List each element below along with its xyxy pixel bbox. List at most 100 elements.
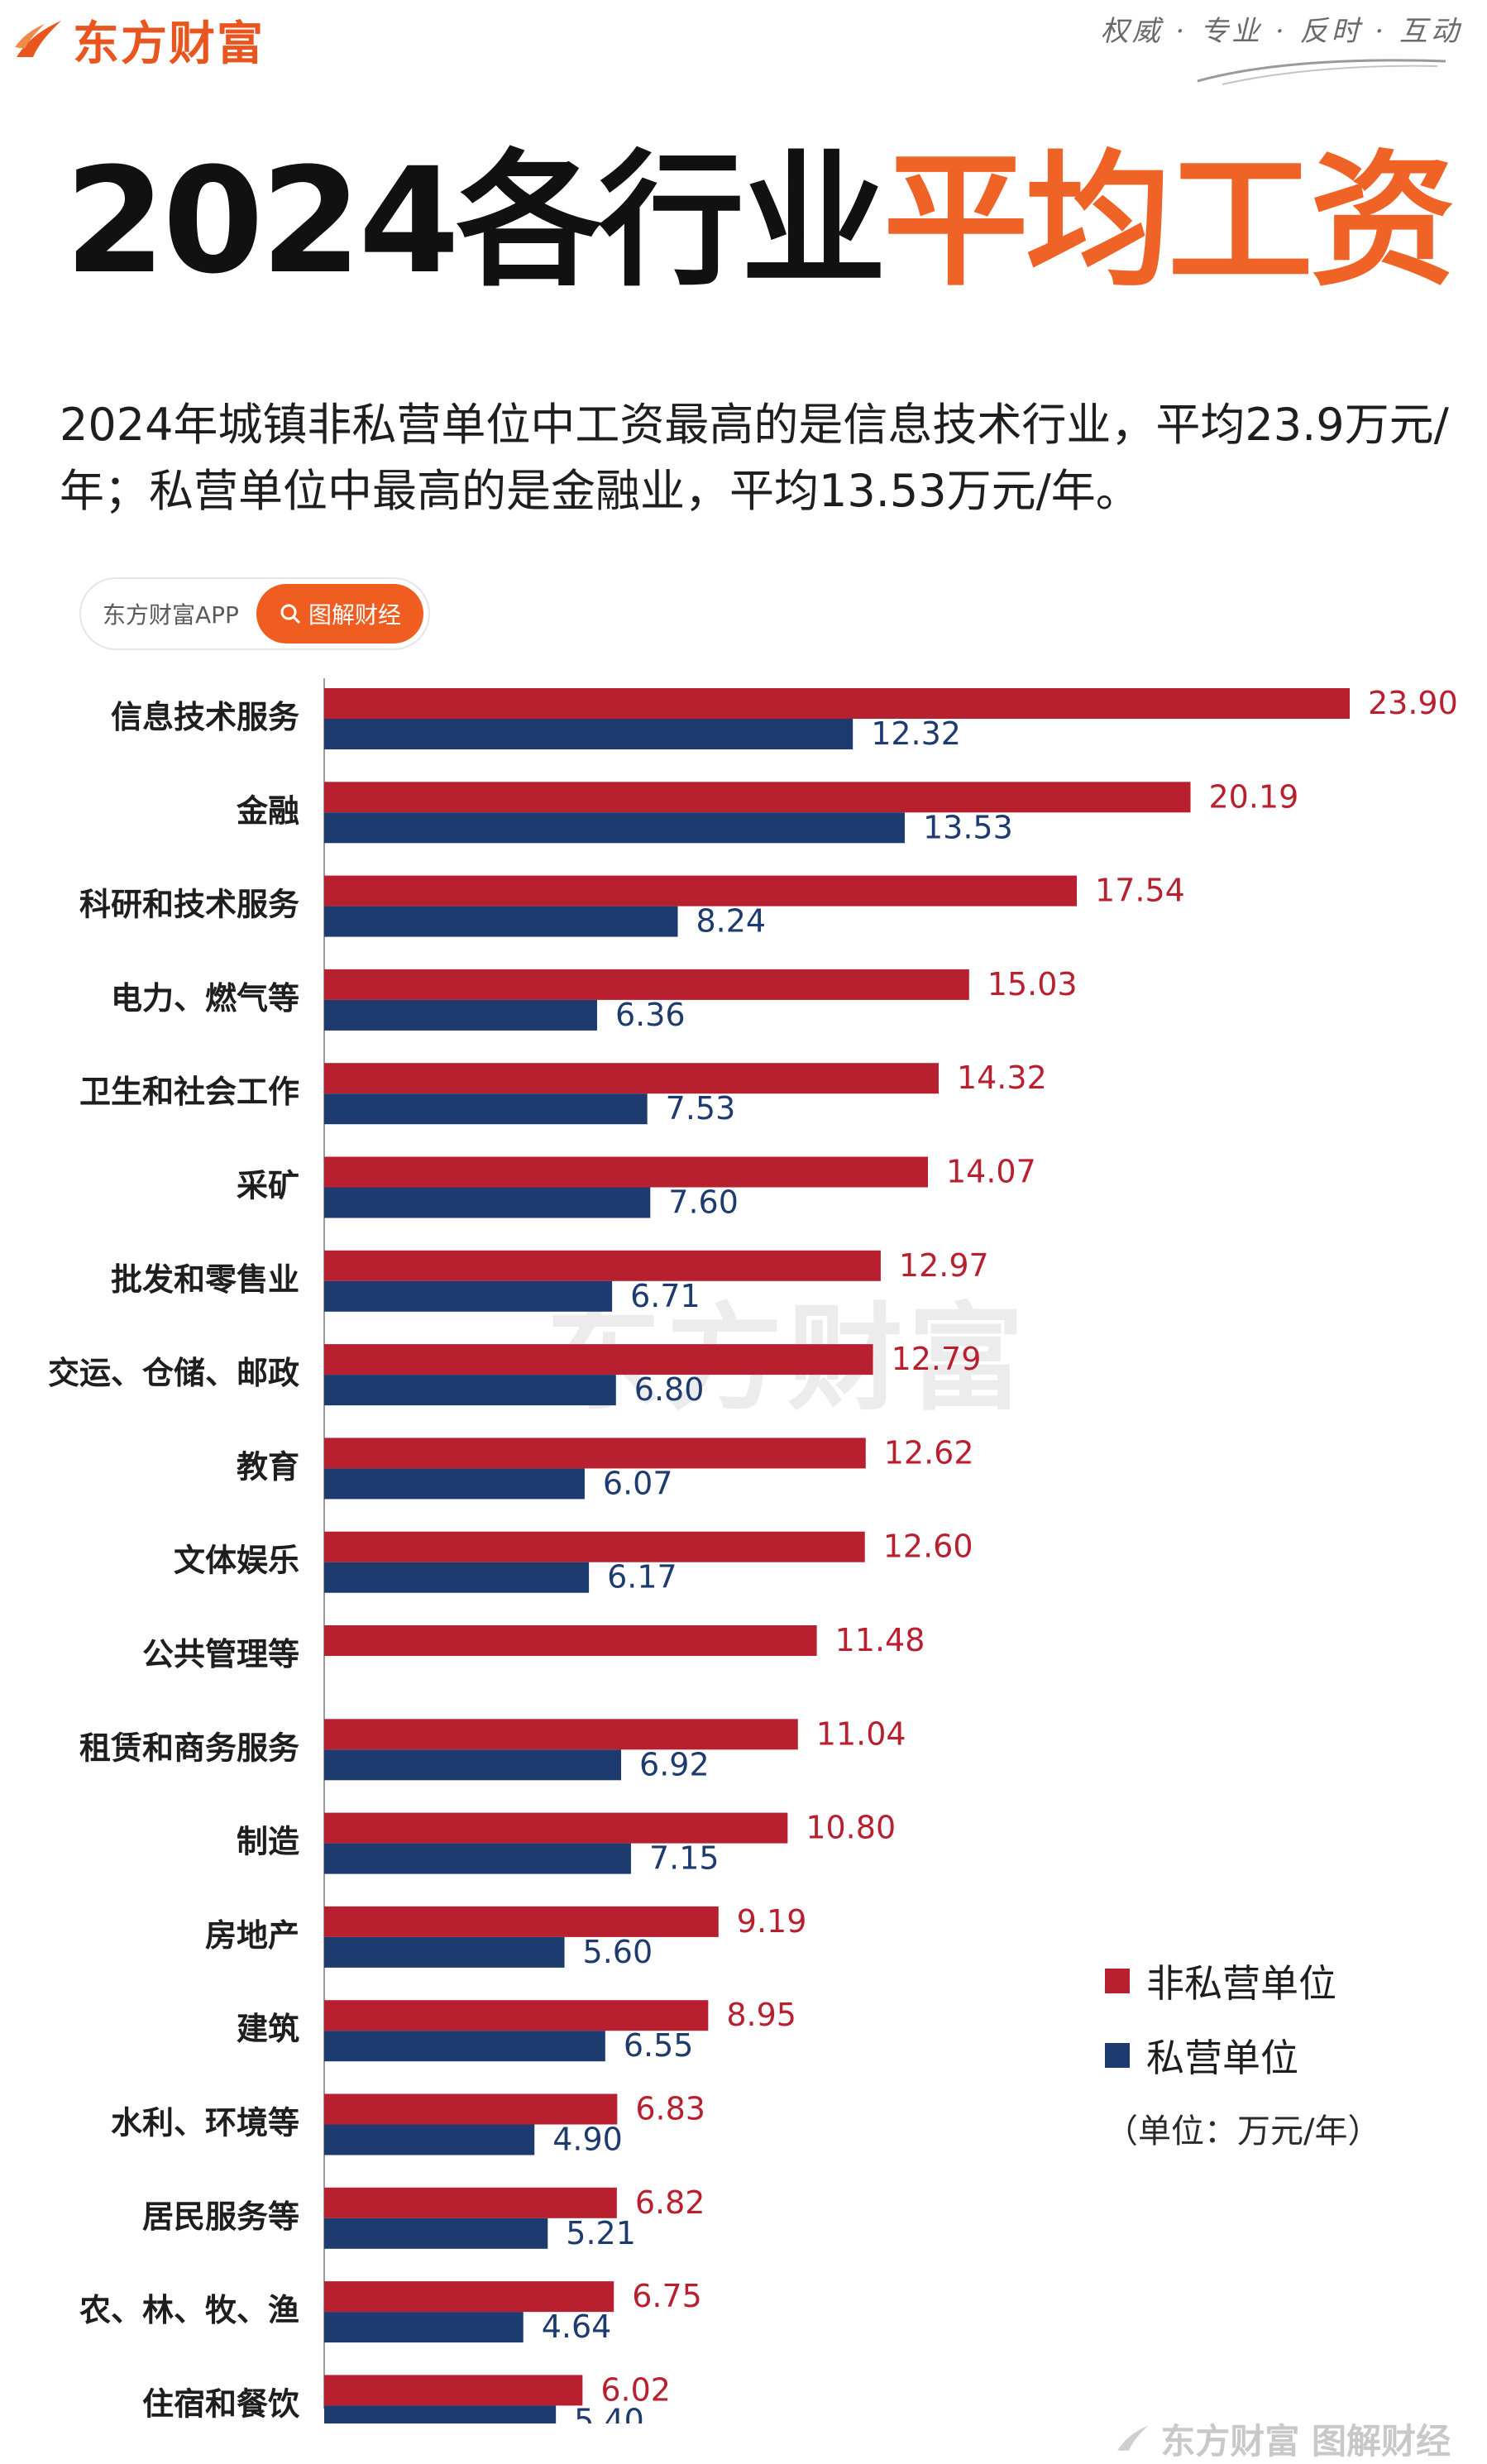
footer-brand-text: 东方财富 图解财经 [1160,2421,1451,2462]
value-label-non-private: 17.54 [1095,873,1185,909]
value-label-non-private: 11.48 [835,1622,925,1658]
legend-label-non-private: 非私营单位 [1146,1961,1336,2006]
category-label: 租赁和商务服务 [79,1730,299,1766]
value-label-private: 6.36 [615,997,686,1033]
bar-non-private [324,1063,939,1094]
bar-private [324,812,905,844]
bar-private [324,1749,622,1781]
value-label-private: 5.40 [574,2402,644,2423]
bar-private [324,2405,557,2423]
bar-non-private [324,2000,709,2031]
unit-label: （单位：万元/年） [1105,2112,1381,2151]
search-icon [280,604,301,624]
bar-private [324,906,678,937]
value-label-private: 13.53 [923,809,1013,845]
bar-private [324,2124,535,2155]
value-label-non-private: 11.04 [816,1715,906,1752]
category-label: 建筑 [237,2011,299,2047]
bar-chart: 信息技术服务 23.90 12.32 金融 20.19 13.53 科研和技术服务 17.54… [48,678,1458,2423]
brand-logo-icon [15,20,61,57]
value-label-private: 5.60 [583,1934,653,1970]
bar-non-private [324,782,1191,813]
value-label-non-private: 6.02 [600,2371,671,2408]
category-label: 教育 [237,1448,299,1485]
badge-app-name: 东方财富APP [103,601,239,629]
value-label-non-private: 14.32 [957,1060,1047,1096]
value-label-non-private: 12.79 [892,1341,982,1377]
bar-private [324,1280,613,1312]
bar-private [324,999,597,1031]
page-title: 2024各行业平均工资 [65,149,1456,294]
value-label-non-private: 10.80 [806,1810,896,1846]
category-label: 科研和技术服务 [79,887,299,923]
category-label: 文体娱乐 [174,1543,299,1579]
title-part-2: 平均工资 [882,136,1456,306]
value-label-non-private: 8.95 [726,1997,796,2033]
value-label-private: 7.60 [668,1184,739,1221]
value-label-private: 6.07 [603,1465,673,1501]
bar-private [324,2031,605,2062]
bar-non-private [324,1625,817,1656]
bar-non-private [324,1250,881,1281]
category-label: 卫生和社会工作 [79,1074,299,1110]
slogan: 权威 · 专业 · 反时 · 互动 [1100,15,1462,48]
bar-private [324,2312,524,2343]
legend-item-non-private: 非私营单位 [1105,1944,1380,2018]
category-label: 采矿 [237,1168,299,1204]
bar-private [324,1093,648,1125]
value-label-private: 4.64 [542,2309,612,2345]
category-label: 信息技术服务 [111,699,299,735]
value-label-private: 6.71 [630,1278,700,1314]
brand-logo: 东方财富 [12,7,265,74]
bar-private [324,1375,616,1406]
bar-non-private [324,969,969,1000]
brand-name: 东方财富 [73,17,265,71]
value-label-non-private: 6.75 [632,2278,702,2314]
category-label: 金融 [236,792,299,829]
bar-non-private [324,1906,719,1937]
category-label: 农、林、牧、渔 [79,2292,299,2328]
bar-non-private [324,1812,788,1844]
badge-tag-label: 图解财经 [308,601,401,629]
value-label-non-private: 6.82 [635,2184,705,2221]
category-label: 交运、仓储、邮政 [48,1355,299,1391]
badge-tag: 图解财经 [256,584,423,644]
bar-private [324,1562,590,1593]
bar-non-private [324,2187,617,2218]
value-label-private: 12.32 [871,715,961,752]
value-label-private: 8.24 [696,903,767,940]
legend-label-private: 私营单位 [1146,2036,1298,2080]
bar-private [324,2218,548,2249]
bar-non-private [324,1531,865,1562]
value-label-private: 6.17 [607,1559,677,1596]
bar-non-private [324,2375,583,2406]
value-label-non-private: 15.03 [987,966,1078,1002]
value-label-private: 7.53 [666,1090,736,1127]
bar-non-private [324,2281,614,2313]
value-label-private: 6.80 [634,1371,705,1408]
bar-private [324,719,853,749]
bar-non-private [324,1344,873,1376]
value-label-non-private: 6.83 [635,2091,705,2127]
category-label: 水利、环境等 [111,2105,299,2141]
legend-swatch-private [1105,2043,1130,2068]
footer-brand: 东方财富 图解财经 [1114,2414,1451,2464]
category-label: 居民服务等 [142,2198,299,2235]
bar-non-private [324,1719,798,1750]
app-badge: 东方财富APP 图解财经 [79,577,430,650]
bar-private [324,1187,651,1218]
bar-non-private [324,1156,928,1188]
value-label-non-private: 12.97 [899,1247,989,1284]
value-label-non-private: 12.60 [883,1529,973,1565]
value-label-non-private: 14.07 [946,1154,1036,1190]
legend: 非私营单位 私营单位 （单位：万元/年） [1105,1944,1380,2152]
legend-swatch-non-private [1105,1969,1130,1993]
value-label-private: 7.15 [649,1840,720,1877]
brand-logo-icon [1117,2425,1149,2451]
value-label-private: 6.55 [624,2027,694,2064]
legend-item-private: 私营单位 [1105,2018,1380,2093]
value-label-non-private: 23.90 [1368,685,1458,721]
category-label: 公共管理等 [142,1636,299,1672]
category-label: 住宿和餐饮 [142,2385,300,2422]
value-label-non-private: 12.62 [884,1434,974,1471]
